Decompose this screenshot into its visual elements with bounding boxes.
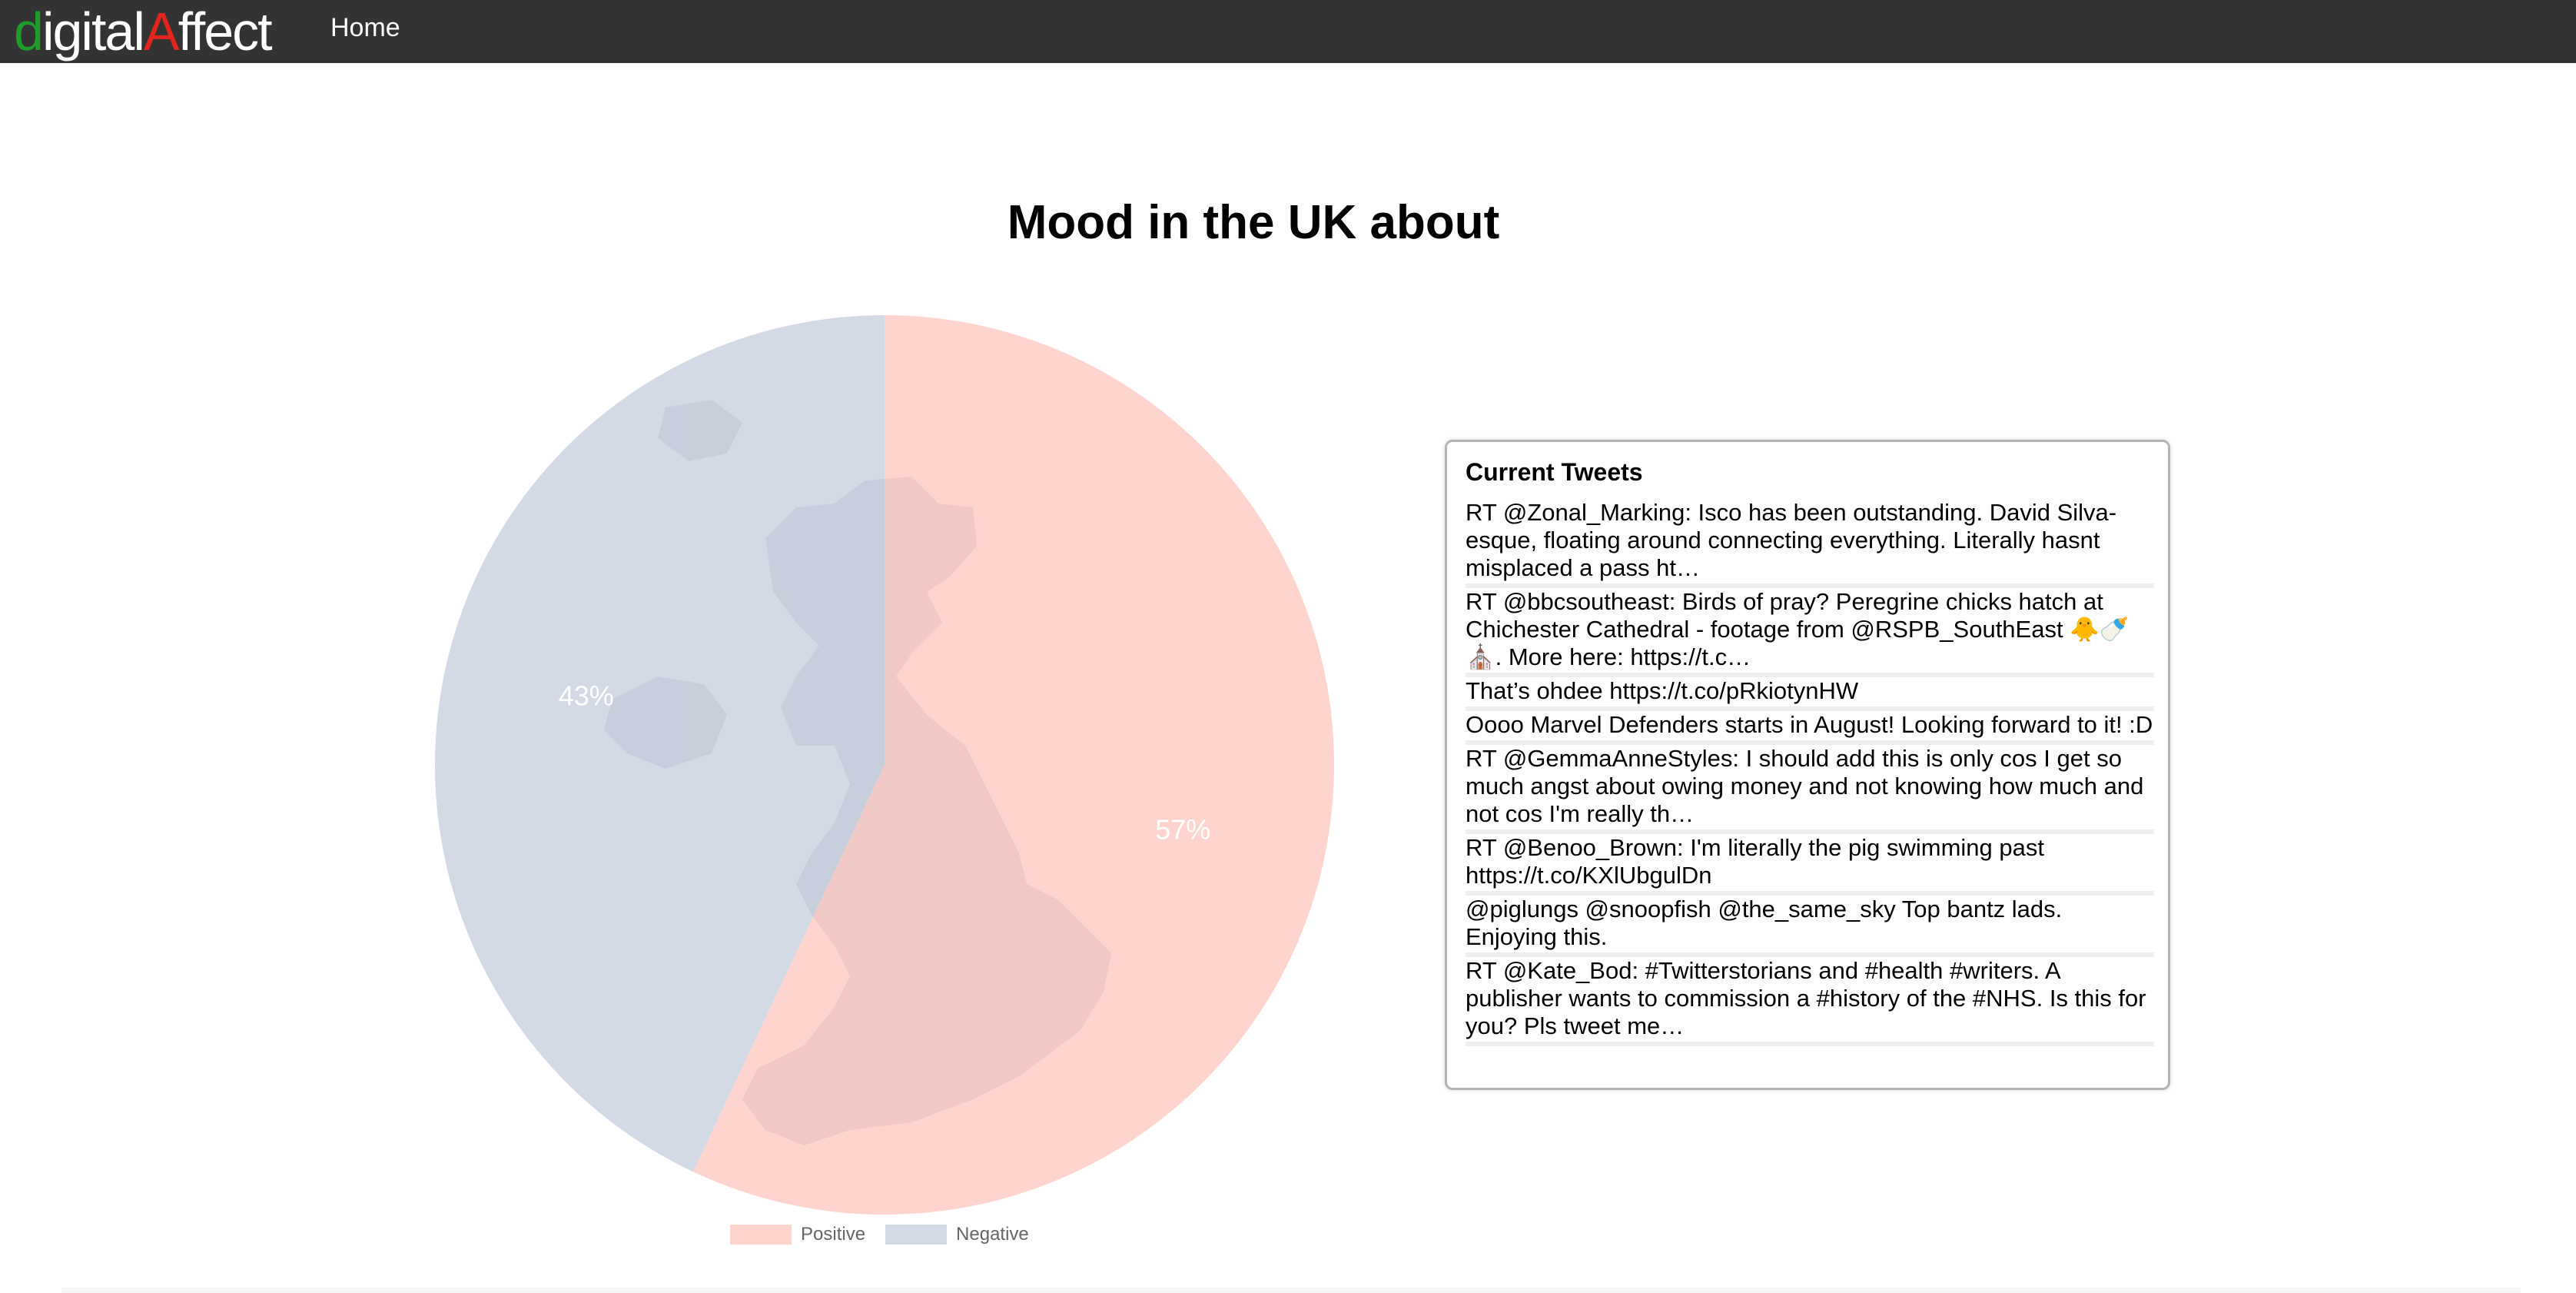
tweet-list: RT @Zonal_Marking: Isco has been outstan… — [1466, 499, 2154, 1047]
nav-home-link[interactable]: Home — [330, 12, 400, 42]
pie-slice-positive[interactable] — [692, 315, 1334, 1215]
tweet-item[interactable]: @piglungs @snoopfish @the_same_sky Top b… — [1466, 896, 2154, 958]
legend-item-positive[interactable]: Positive — [730, 1224, 865, 1245]
legend-swatch-positive — [730, 1225, 792, 1245]
legend-label-negative: Negative — [956, 1224, 1029, 1245]
current-tweets-panel[interactable]: Current Tweets RT @Zonal_Marking: Isco h… — [1445, 440, 2170, 1090]
chart-legend: Positive Negative — [730, 1224, 1049, 1245]
legend-swatch-negative — [885, 1225, 948, 1245]
uk-map-watermark — [604, 400, 1111, 1145]
pie-label-negative: 43% — [559, 680, 614, 712]
legend-label-positive: Positive — [801, 1224, 866, 1245]
tweet-item[interactable]: RT @Kate_Bod: #Twitterstorians and #heal… — [1466, 957, 2154, 1047]
brand-letter-d: d — [14, 2, 44, 61]
tweet-item[interactable]: Oooo Marvel Defenders starts in August! … — [1466, 711, 2154, 746]
brand-letter-a: A — [143, 2, 180, 61]
footer-divider — [61, 1288, 2521, 1293]
mood-pie-chart: 57% 43% — [435, 315, 1334, 1215]
pie-chart-svg: 57% 43% — [435, 315, 1334, 1215]
tweet-item[interactable]: RT @bbcsoutheast: Birds of pray? Peregri… — [1466, 588, 2154, 678]
brand-text-igital: igital — [41, 2, 145, 61]
page-title: Mood in the UK about — [1007, 196, 1500, 249]
tweet-item[interactable]: RT @Benoo_Brown: I'm literally the pig s… — [1466, 834, 2154, 896]
brand-text-ffect: ffect — [178, 2, 273, 61]
legend-item-negative[interactable]: Negative — [885, 1224, 1029, 1245]
tweets-heading: Current Tweets — [1466, 458, 1643, 486]
pie-label-positive: 57% — [1155, 813, 1210, 845]
tweet-item[interactable]: RT @Zonal_Marking: Isco has been outstan… — [1466, 499, 2154, 589]
tweet-item[interactable]: RT @GemmaAnneStyles: I should add this i… — [1466, 745, 2154, 835]
tweet-item[interactable]: That’s ohdee https://t.co/pRkiotynHW — [1466, 677, 2154, 712]
pie-slice-negative[interactable] — [435, 315, 885, 1172]
